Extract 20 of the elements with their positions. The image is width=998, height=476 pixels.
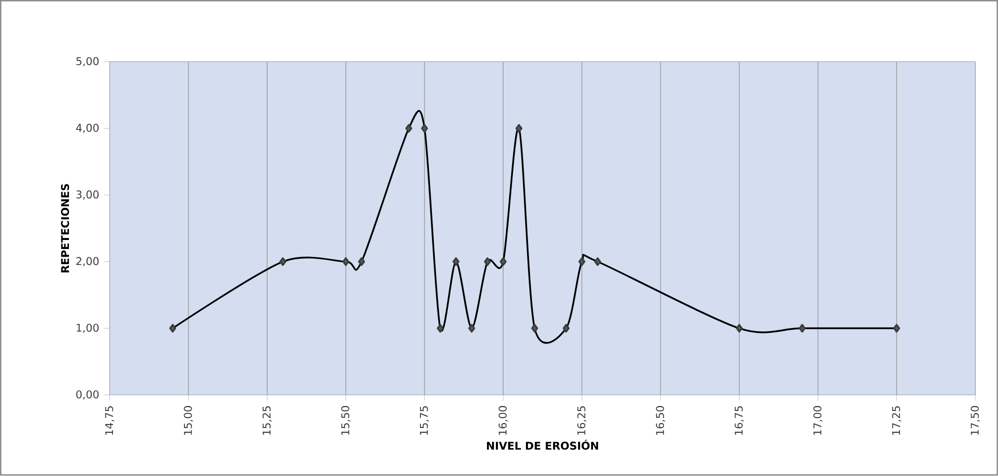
x-tick-label: 16,00 — [498, 406, 508, 435]
x-tick-label: 17,50 — [970, 406, 980, 435]
x-tick-label: 16,25 — [577, 406, 586, 435]
y-axis-title: REPETECIONES — [61, 184, 70, 272]
y-tick-label: 4,00 — [76, 124, 99, 134]
y-tick-label: 0,00 — [76, 390, 99, 400]
x-tick-label: 15,00 — [184, 406, 194, 435]
y-tick-label: 2,00 — [76, 257, 99, 266]
x-tick-label: 14,75 — [105, 406, 114, 435]
x-tick-label: 15,75 — [420, 406, 430, 435]
y-tick-label: 3,00 — [76, 190, 99, 200]
x-tick-label: 15,50 — [341, 406, 350, 435]
y-tick-label: 5,00 — [76, 57, 99, 66]
x-tick-label: 15,25 — [262, 406, 272, 435]
x-tick-label: 16,50 — [656, 406, 666, 435]
x-axis-title: NIVEL DE EROSIÓN — [486, 440, 598, 450]
x-tick-label: 16,75 — [734, 406, 744, 435]
x-tick-label: 17,25 — [892, 406, 902, 435]
x-tick-label: 17,00 — [813, 406, 823, 435]
y-tick-label: 1,00 — [76, 324, 99, 334]
